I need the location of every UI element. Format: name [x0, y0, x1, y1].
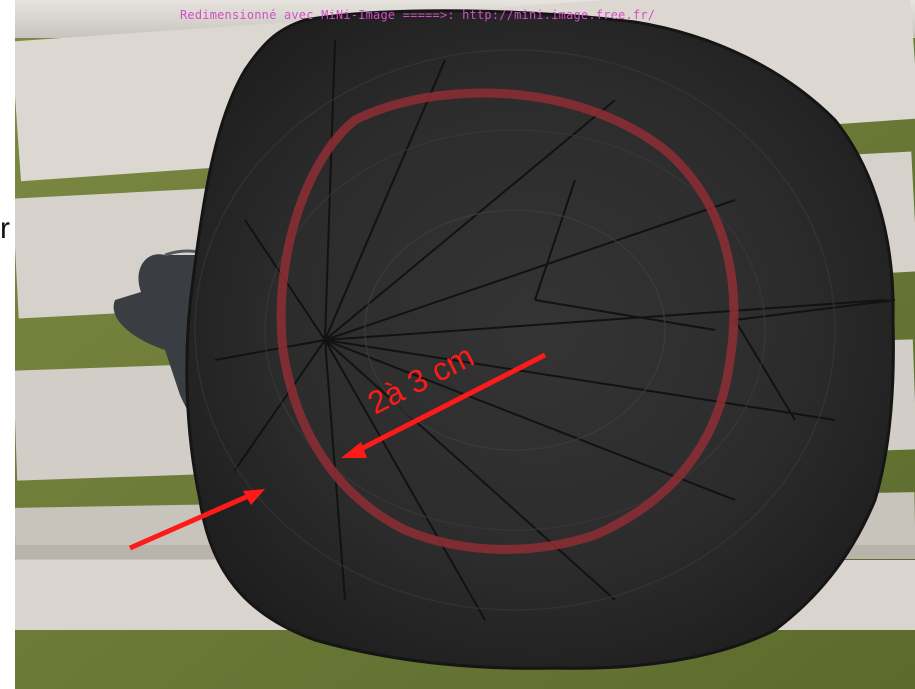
log-slice [185, 9, 896, 670]
arrow-head-left-icon [341, 442, 367, 458]
growth-ring [364, 209, 666, 451]
growth-ring [194, 49, 836, 611]
photo-scene: 2à 3 cm [15, 0, 915, 689]
wood-cracks [214, 39, 896, 621]
photo: 2à 3 cm [15, 0, 915, 689]
stray-letter: r [0, 212, 10, 245]
arrow-shaft-right [353, 352, 547, 455]
arrow-head-right-icon [243, 489, 265, 505]
arrow-shaft-left [128, 491, 255, 551]
growth-ring [264, 129, 766, 531]
painted-ring [276, 88, 739, 554]
watermark-text: Redimensionné avec MiNi-Image =====>: ht… [180, 8, 656, 22]
